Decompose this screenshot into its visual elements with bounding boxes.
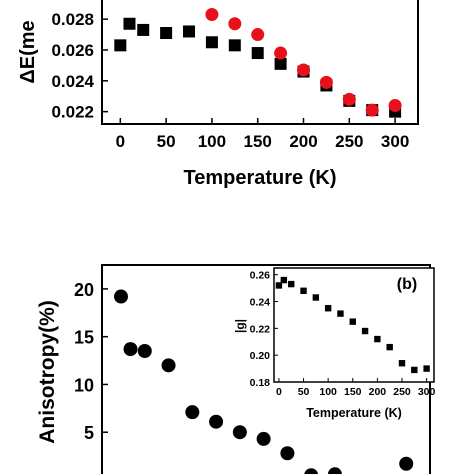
inset-square-point bbox=[411, 366, 418, 374]
inset-square-point bbox=[398, 360, 406, 367]
inset-square-point bbox=[312, 294, 320, 301]
anisotropy-point bbox=[304, 468, 319, 474]
top-red-circle-point bbox=[342, 92, 356, 106]
top-square-point bbox=[160, 27, 173, 40]
inset-x-axis-title: Temperature (K) bbox=[306, 406, 402, 420]
top-red-circle-point bbox=[251, 28, 265, 42]
top-red-circle-point bbox=[365, 103, 379, 117]
inset-y-axis-title: |g| bbox=[233, 319, 247, 333]
inset-x-tick-label: 50 bbox=[298, 386, 310, 398]
inset-square-point bbox=[423, 365, 430, 372]
anisotropy-point bbox=[209, 414, 224, 429]
inset-y-tick-label: 0.20 bbox=[250, 350, 271, 362]
top-red-circle-point bbox=[274, 46, 288, 60]
top-y-tick-label: 0.028 bbox=[51, 10, 94, 29]
anisotropy-point bbox=[399, 456, 414, 471]
top-y-tick-label: 0.026 bbox=[51, 41, 94, 60]
inset-x-tick-label: 0 bbox=[276, 386, 282, 398]
inset-y-tick-label: 0.24 bbox=[250, 297, 271, 309]
top-y-tick-label: 0.024 bbox=[51, 72, 94, 91]
anisotropy-point bbox=[327, 467, 342, 474]
top-x-tick-label: 0 bbox=[116, 132, 125, 151]
inset-square-point bbox=[361, 327, 369, 335]
anisotropy-point bbox=[114, 289, 129, 304]
top-red-circle-point bbox=[205, 8, 219, 22]
top-chart: 0 50 100 150 200 250 300 0.022 0.024 0.026 0.028 Te… bbox=[17, 0, 419, 189]
anisotropy-point bbox=[137, 344, 152, 358]
inset-x-tick-label: 100 bbox=[319, 386, 337, 398]
panel-label: (b) bbox=[397, 276, 417, 293]
top-square-point bbox=[228, 39, 241, 52]
top-square-point bbox=[183, 25, 196, 38]
inset-x-tick-label: 200 bbox=[369, 386, 387, 398]
inset-x-tick-label: 150 bbox=[344, 386, 362, 398]
bottom-y-tick-label: 10 bbox=[74, 375, 94, 395]
top-x-tick-label: 300 bbox=[381, 132, 409, 151]
anisotropy-point bbox=[161, 358, 176, 373]
bottom-y-axis-title: Anisotropy(%) bbox=[36, 300, 59, 444]
anisotropy-point bbox=[280, 446, 295, 461]
inset-x-tick-label: 300 bbox=[418, 386, 436, 398]
top-plot-frame bbox=[101, 0, 419, 125]
inset-x-tick-label: 250 bbox=[393, 386, 411, 398]
top-square-point bbox=[123, 17, 136, 30]
inset-square-point bbox=[300, 287, 307, 294]
bottom-y-tick-label: 15 bbox=[74, 328, 94, 348]
top-square-point bbox=[114, 39, 127, 52]
inset-square-point bbox=[324, 305, 332, 312]
inset-square-point bbox=[280, 276, 288, 284]
top-x-tick-label: 250 bbox=[335, 132, 363, 151]
top-x-axis-title: Temperature (K) bbox=[184, 167, 337, 189]
top-x-tick-label: 50 bbox=[157, 132, 176, 151]
bottom-chart: 5 10 15 20 Anisotropy(%) bbox=[36, 264, 431, 474]
top-red-circle-point bbox=[388, 98, 402, 112]
top-square-point bbox=[137, 23, 150, 36]
inset-square-point bbox=[275, 282, 283, 289]
top-red-circle-point bbox=[297, 63, 311, 77]
top-square-point bbox=[251, 47, 264, 60]
top-y-tick-label: 0.022 bbox=[51, 103, 94, 122]
top-x-tick-label: 150 bbox=[244, 132, 272, 151]
inset-y-tick-label: 0.18 bbox=[250, 377, 271, 389]
top-x-tick-label: 200 bbox=[289, 132, 317, 151]
top-red-circle-point bbox=[319, 75, 333, 89]
anisotropy-point bbox=[256, 431, 271, 446]
inset-chart: 0 50 100 150 200 250 300 0.18 0.20 0.22 0.24 0.26 Te… bbox=[233, 267, 436, 420]
anisotropy-point bbox=[185, 405, 200, 420]
inset-y-tick-label: 0.22 bbox=[250, 323, 271, 335]
inset-square-point bbox=[288, 280, 295, 288]
inset-y-tick-label: 0.26 bbox=[250, 270, 271, 282]
top-square-point bbox=[205, 36, 218, 49]
bottom-y-tick-label: 20 bbox=[74, 280, 94, 300]
inset-square-point bbox=[349, 318, 356, 325]
anisotropy-point bbox=[232, 425, 247, 440]
inset-plot-frame bbox=[273, 267, 435, 383]
anisotropy-point bbox=[123, 342, 138, 357]
top-x-tick-label: 100 bbox=[198, 132, 226, 151]
inset-square-point bbox=[337, 310, 344, 317]
inset-square-point bbox=[386, 343, 393, 351]
top-square-point bbox=[274, 57, 287, 70]
top-y-axis-title: ΔE(me bbox=[17, 20, 39, 83]
bottom-y-tick-label: 5 bbox=[84, 423, 94, 443]
inset-square-point bbox=[374, 335, 381, 343]
top-red-circle-point bbox=[228, 17, 242, 31]
